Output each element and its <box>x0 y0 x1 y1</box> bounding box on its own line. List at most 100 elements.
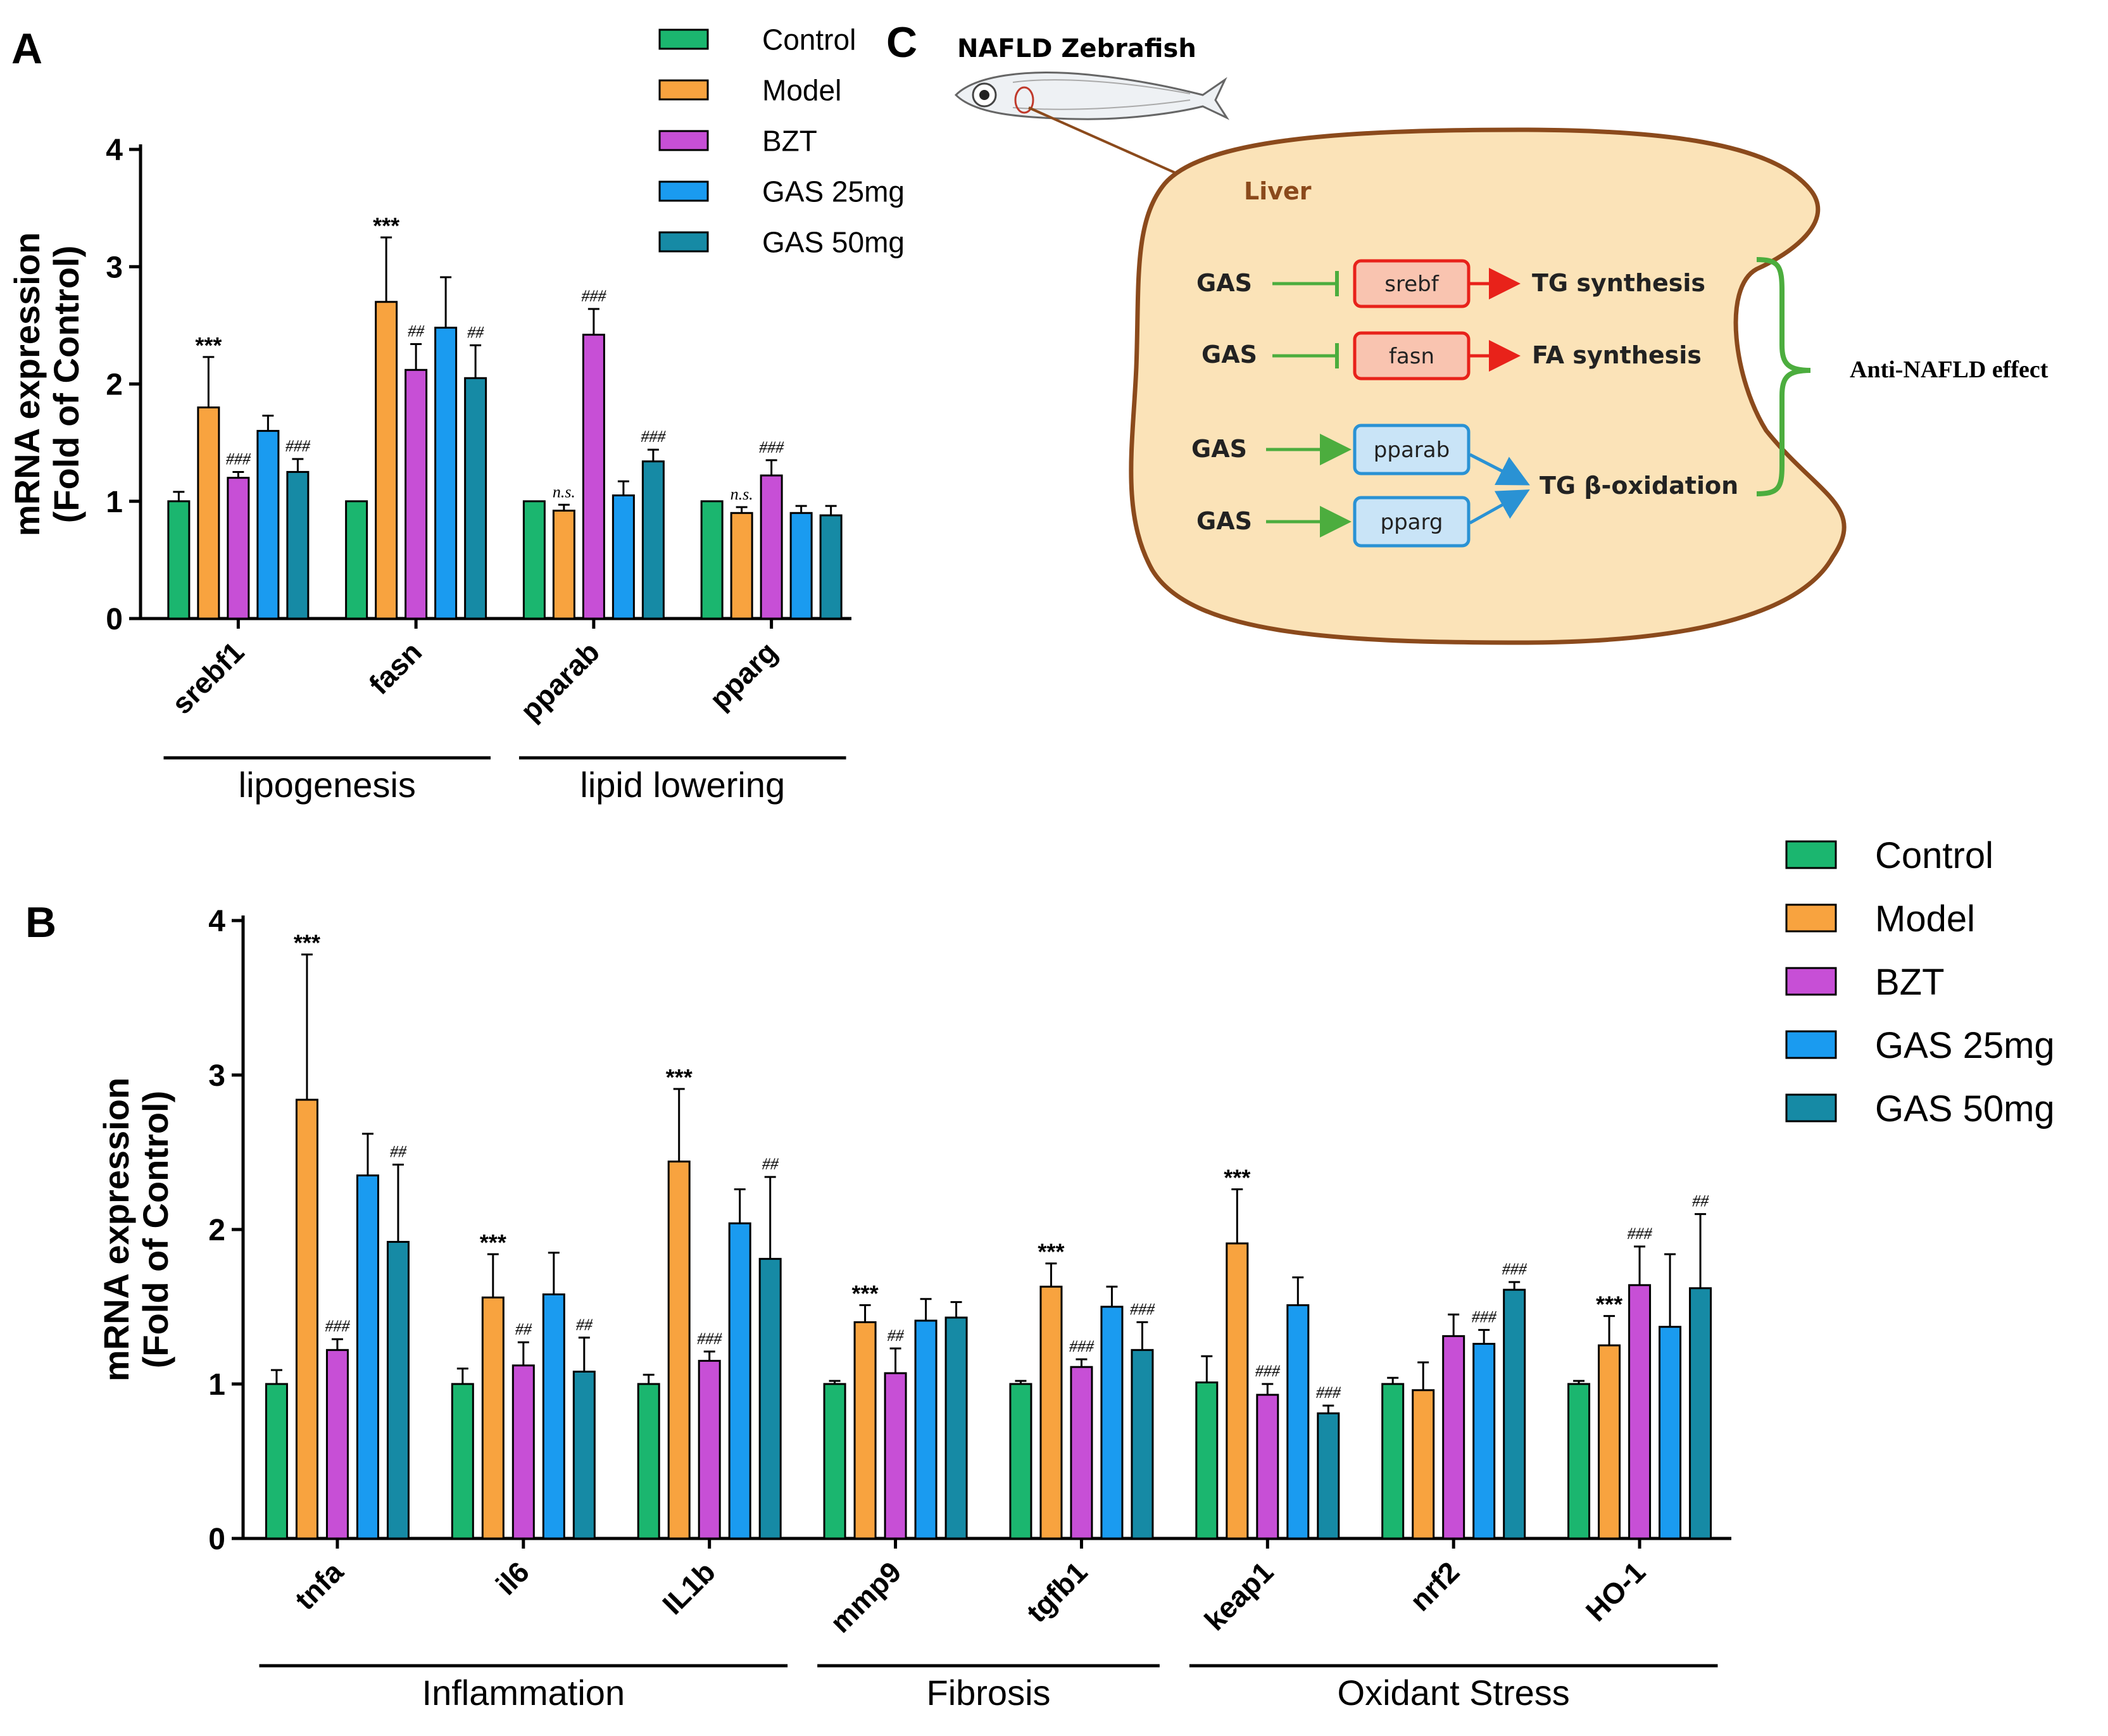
bar <box>197 406 220 620</box>
x-tick-label: IL1b <box>656 1555 722 1621</box>
bar <box>884 1372 907 1540</box>
bar <box>1567 1383 1591 1540</box>
significance-label: ### <box>697 1330 722 1348</box>
bar <box>552 510 575 620</box>
bar <box>1412 1389 1435 1540</box>
legend-label: Control <box>1875 835 1993 876</box>
legend-swatch <box>658 130 709 151</box>
bar <box>853 1321 877 1540</box>
gas-label-4: GAS <box>1196 507 1252 535</box>
significance-label: n.s. <box>553 482 575 501</box>
bar <box>1070 1366 1093 1540</box>
x-tick-label: pparab <box>514 635 606 727</box>
x-tick-label: tgfb1 <box>1020 1555 1093 1628</box>
x-tick-label: il6 <box>489 1555 536 1601</box>
bar <box>667 1160 691 1540</box>
arrow-pparab-oxidation <box>1469 453 1530 486</box>
significance-label: ### <box>759 438 784 456</box>
significance-label: ### <box>325 1317 350 1335</box>
significance-label: ## <box>762 1155 779 1173</box>
group-label: Fibrosis <box>926 1673 1050 1713</box>
significance-label: ### <box>1069 1337 1095 1355</box>
legend-label: Model <box>1875 898 1975 940</box>
y-axis-title: (Fold of Control) <box>46 246 86 524</box>
x-tick-label: HO-1 <box>1579 1555 1652 1627</box>
bar <box>1442 1335 1465 1540</box>
bar <box>789 512 813 620</box>
bar <box>542 1293 565 1540</box>
bar <box>637 1383 660 1540</box>
bar <box>325 1349 349 1540</box>
y-tick-label: 0 <box>208 1523 225 1556</box>
significance-label: *** <box>1224 1165 1250 1191</box>
significance-label: ### <box>641 427 666 446</box>
x-tick-label: nrf2 <box>1403 1555 1465 1617</box>
legend-label: Model <box>762 74 841 107</box>
liver-label: Liver <box>1244 177 1312 205</box>
bar <box>405 368 428 620</box>
panel-label-b: B <box>25 898 56 947</box>
bar <box>1503 1288 1526 1540</box>
x-tick-label: srebf1 <box>165 635 250 720</box>
bar <box>1039 1285 1063 1540</box>
significance-label: ### <box>1255 1362 1281 1380</box>
bar <box>356 1174 379 1540</box>
bar <box>758 1257 782 1540</box>
outcome-brace <box>1756 257 1811 496</box>
significance-label: ### <box>1130 1300 1155 1318</box>
significance-label: *** <box>373 213 399 239</box>
bar <box>1286 1304 1310 1540</box>
x-tick-label: mmp9 <box>824 1555 908 1639</box>
legend-b: Control Model BZT GAS 25mg GAS 50mg <box>1785 835 2055 1129</box>
y-tick-label: 2 <box>106 368 123 402</box>
liver-shape <box>1129 127 1847 645</box>
bar <box>1100 1305 1124 1540</box>
bar <box>345 500 368 620</box>
bar <box>386 1241 410 1540</box>
legend-label: BZT <box>1875 962 1945 1003</box>
bar <box>1226 1242 1249 1540</box>
chart-a: 0 1 2 3 4 mRNA expression (Fold of Control) sre… <box>7 134 851 805</box>
significance-label: ## <box>515 1320 532 1338</box>
legend-label: BZT <box>762 125 817 158</box>
legend-swatch <box>658 28 709 50</box>
bar <box>434 327 458 620</box>
bar <box>227 477 250 620</box>
gas-label-1: GAS <box>1196 269 1252 297</box>
gas-label-3: GAS <box>1191 435 1247 463</box>
bar <box>295 1098 318 1540</box>
significance-label: *** <box>852 1281 879 1307</box>
y-tick-label: 4 <box>106 134 123 167</box>
legend-label: GAS 50mg <box>1875 1088 2055 1129</box>
y-tick-label: 0 <box>106 603 123 636</box>
bar <box>1472 1343 1496 1540</box>
legend-a: Control Model BZT GAS 25mg GAS 50mg <box>658 23 905 259</box>
y-tick-label: 1 <box>208 1368 225 1402</box>
significance-label: ### <box>1502 1260 1528 1278</box>
significance-label: ### <box>1628 1224 1653 1243</box>
bar <box>464 377 487 620</box>
pparab-box <box>1353 424 1471 475</box>
legend-label: Control <box>762 23 856 56</box>
x-tick-label: fasn <box>363 635 429 701</box>
y-tick-label: 2 <box>208 1214 225 1247</box>
significance-label: *** <box>195 332 222 358</box>
x-tick-label: tnfa <box>289 1555 350 1616</box>
bar <box>760 474 783 620</box>
bar <box>451 1383 474 1540</box>
significance-label: ## <box>576 1316 593 1334</box>
legend-label: GAS 25mg <box>762 175 905 208</box>
y-axis-title: (Fold of Control) <box>135 1091 175 1369</box>
legend-label: GAS 25mg <box>1875 1025 2055 1066</box>
mechanism-diagram: NAFLD Zebrafish Liver GAS <box>954 34 2048 645</box>
significance-label: *** <box>294 930 320 956</box>
legend-swatch <box>1785 1030 1837 1059</box>
significance-label: ### <box>226 450 251 468</box>
pparg-label: pparg <box>1381 510 1443 535</box>
bar <box>1628 1284 1652 1540</box>
group-label: Inflammation <box>422 1673 625 1713</box>
significance-label: ## <box>408 322 425 341</box>
bar <box>1317 1412 1340 1540</box>
tg-synthesis-label: TG synthesis <box>1532 269 1705 297</box>
